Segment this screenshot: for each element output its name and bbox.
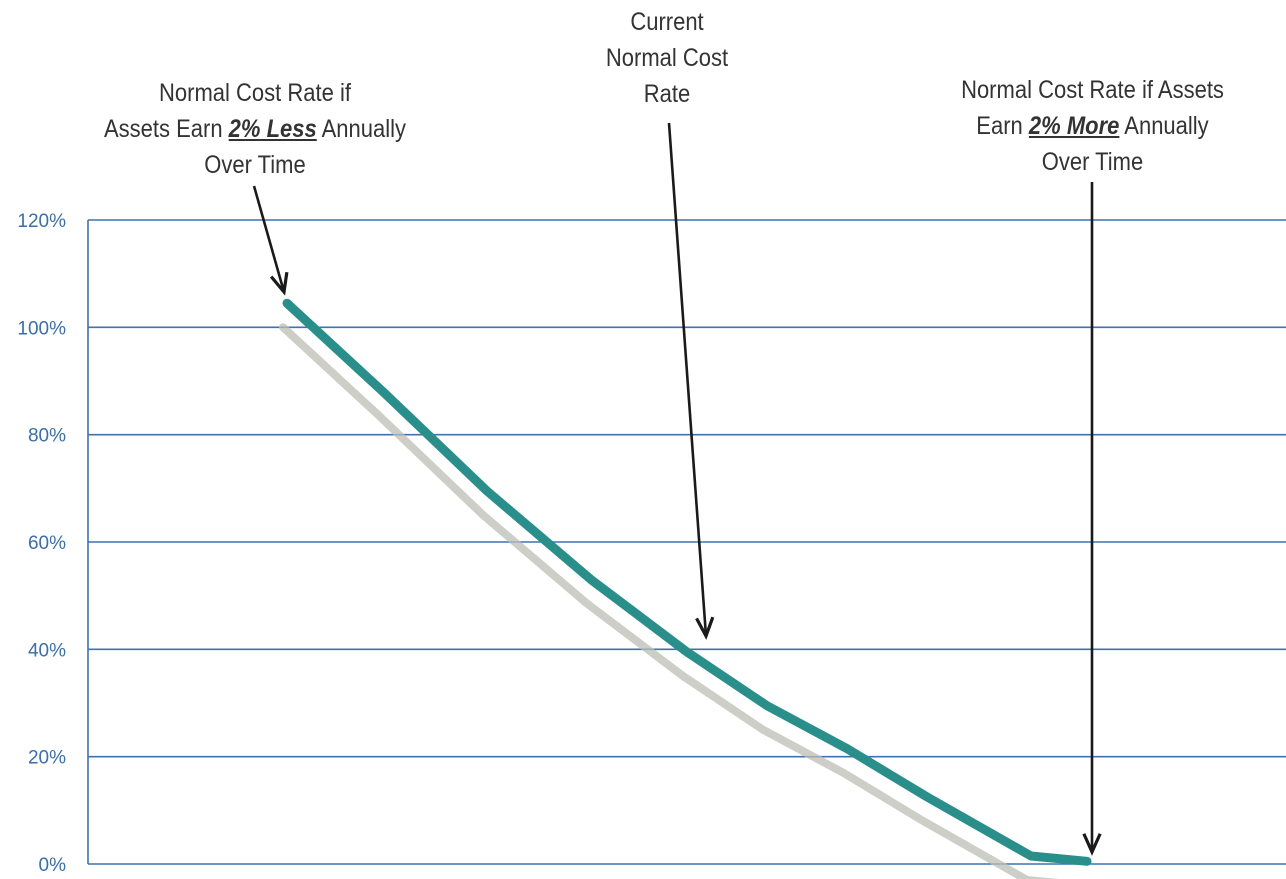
y-tick-label: 100% (17, 318, 66, 339)
series-line (282, 298, 1092, 866)
annotation-line: Over Time (204, 151, 306, 179)
annotation-line: Normal Cost (605, 44, 729, 72)
annotation-2pct-more: Normal Cost Rate if Assets Earn 2% More A… (923, 72, 1262, 180)
annotation-arrows (252, 122, 1102, 856)
annotation-2pct-less: Normal Cost Rate if Assets Earn 2% Less A… (66, 75, 444, 183)
annotation-line: Earn 2% More Annually (976, 112, 1209, 140)
annotation-line: Assets Earn 2% Less Annually (103, 115, 407, 143)
arrow-current-rate (667, 122, 715, 640)
annotation-line: Current (630, 8, 704, 36)
annotation-line: Rate (643, 80, 691, 108)
annotation-emphasis: 2% Less (228, 115, 317, 143)
y-tick-label: 0% (39, 855, 67, 876)
annotation-line: Over Time (1041, 148, 1144, 176)
annotation-current-rate: Current Normal Cost Rate (561, 4, 772, 112)
y-tick-label: 20% (28, 748, 66, 769)
arrow-2pct-less (252, 185, 289, 296)
gridlines (87, 219, 1286, 865)
y-tick-label: 120% (17, 211, 66, 232)
arrow-2pct-more (1082, 182, 1102, 856)
annotation-emphasis: 2% More (1028, 112, 1120, 140)
y-tick-label: 60% (28, 533, 66, 554)
series-shadow (279, 323, 1059, 879)
annotation-line: Normal Cost Rate if Assets (961, 76, 1224, 104)
y-tick-label: 80% (28, 426, 66, 447)
y-tick-label: 40% (28, 640, 66, 661)
series-group (279, 298, 1092, 879)
y-axis-tick-labels: 0% 20% 40% 60% 80% 100% 120% (17, 211, 66, 876)
annotation-line: Normal Cost Rate if (159, 79, 351, 107)
